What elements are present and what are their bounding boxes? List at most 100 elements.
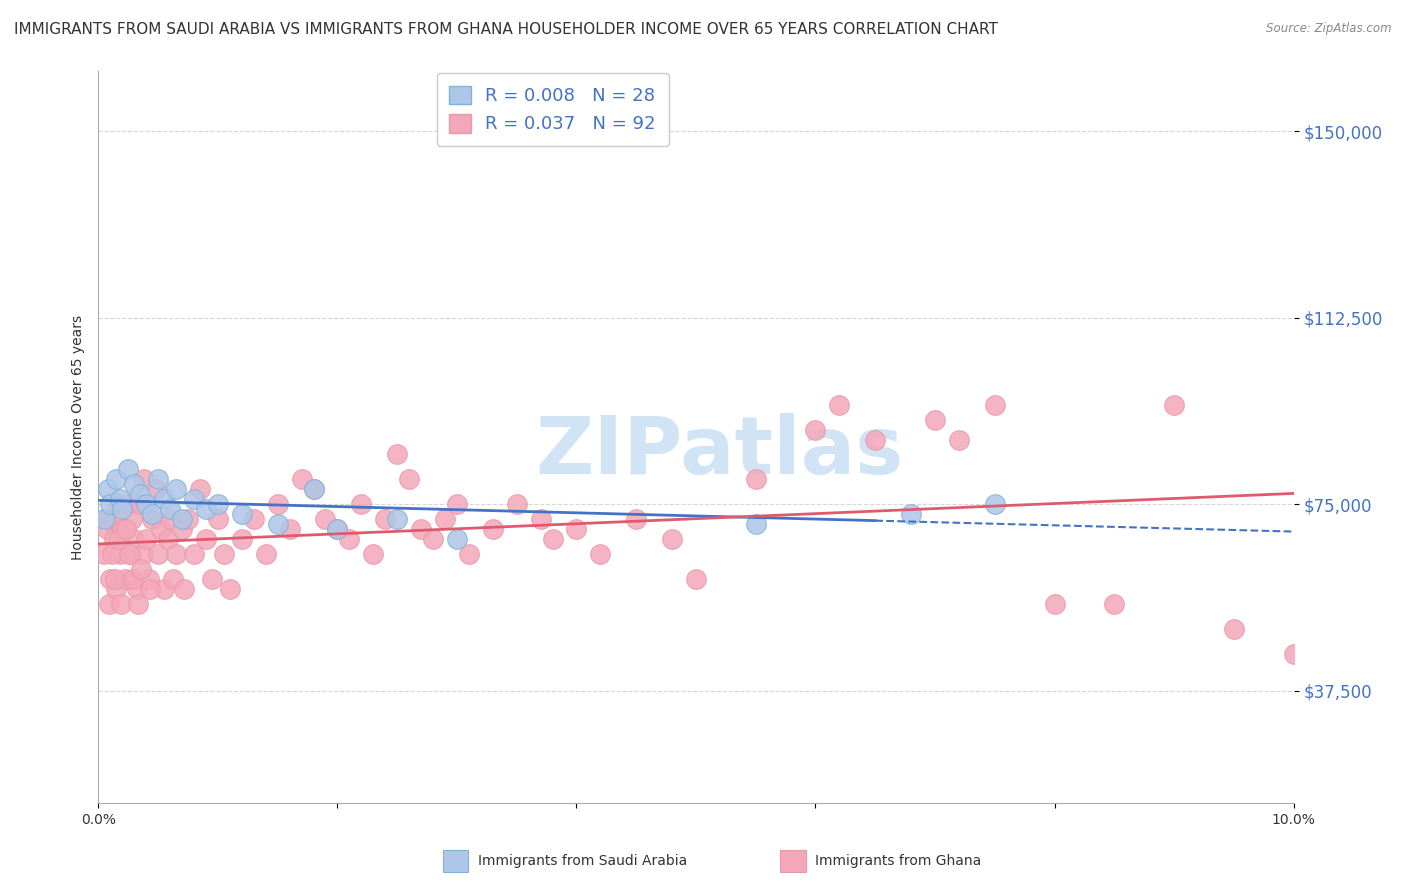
Point xyxy=(93,547,115,561)
Text: Immigrants from Saudi Arabia: Immigrants from Saudi Arabia xyxy=(478,854,688,868)
Point xyxy=(121,512,143,526)
Text: ZIPatlas: ZIPatlas xyxy=(536,413,904,491)
FancyBboxPatch shape xyxy=(443,850,468,872)
Point xyxy=(1043,597,1066,611)
Point xyxy=(1163,398,1185,412)
Point xyxy=(139,582,162,596)
Point xyxy=(172,522,194,536)
Point xyxy=(422,532,444,546)
Point xyxy=(188,483,211,497)
Point xyxy=(156,532,179,546)
Point xyxy=(108,547,131,561)
Point xyxy=(149,522,172,536)
Point xyxy=(745,472,768,486)
Point xyxy=(212,547,235,561)
Point xyxy=(458,547,481,561)
Point xyxy=(100,547,122,561)
Point xyxy=(148,472,170,486)
Point xyxy=(1223,622,1246,636)
Point xyxy=(135,532,157,546)
Point xyxy=(201,572,224,586)
Point xyxy=(565,522,588,536)
Point xyxy=(122,572,145,586)
Point xyxy=(153,582,176,596)
Point xyxy=(98,597,121,611)
Point xyxy=(948,433,970,447)
Point xyxy=(104,572,127,586)
Point xyxy=(804,423,827,437)
Point xyxy=(118,547,141,561)
Point xyxy=(219,582,242,596)
Point xyxy=(828,398,851,412)
Point xyxy=(243,512,266,526)
Point xyxy=(1104,597,1126,611)
Point xyxy=(101,512,124,526)
Point xyxy=(148,547,170,561)
Point xyxy=(94,512,117,526)
Text: Immigrants from Ghana: Immigrants from Ghana xyxy=(815,854,981,868)
Point xyxy=(98,497,122,511)
Point xyxy=(661,532,683,546)
Point xyxy=(177,512,200,526)
Point xyxy=(291,472,314,486)
Point xyxy=(135,497,157,511)
Point xyxy=(141,507,163,521)
Point xyxy=(120,547,142,561)
Point xyxy=(231,507,253,521)
Point xyxy=(398,472,420,486)
Point xyxy=(183,547,205,561)
Point xyxy=(110,597,132,611)
Point xyxy=(363,547,385,561)
Point xyxy=(115,522,138,536)
Point xyxy=(105,472,128,486)
Point xyxy=(107,532,129,546)
Point xyxy=(132,472,155,486)
Point xyxy=(984,497,1007,511)
Point xyxy=(117,462,139,476)
Point xyxy=(129,487,152,501)
Point xyxy=(125,582,148,596)
Point xyxy=(108,492,131,507)
Point xyxy=(1282,647,1305,661)
Point xyxy=(326,522,349,536)
Point xyxy=(374,512,396,526)
Point xyxy=(127,597,149,611)
Point xyxy=(685,572,707,586)
Point xyxy=(153,492,176,507)
Point xyxy=(434,512,457,526)
Point xyxy=(103,532,125,546)
Point xyxy=(117,497,139,511)
Point xyxy=(745,517,768,532)
Point xyxy=(924,412,946,426)
Point xyxy=(111,522,134,536)
Point xyxy=(506,497,529,511)
Point xyxy=(165,483,187,497)
Point xyxy=(207,512,229,526)
Point xyxy=(326,522,349,536)
Point xyxy=(141,512,163,526)
Point xyxy=(124,532,146,546)
Point xyxy=(626,512,648,526)
Point xyxy=(530,512,553,526)
Point xyxy=(138,572,160,586)
Point xyxy=(589,547,612,561)
Point xyxy=(159,512,181,526)
Point xyxy=(446,532,468,546)
Point xyxy=(254,547,277,561)
Point xyxy=(111,502,134,516)
Point xyxy=(302,483,325,497)
Point xyxy=(129,497,152,511)
Point xyxy=(172,512,194,526)
Point xyxy=(411,522,433,536)
Point xyxy=(350,497,373,511)
Point xyxy=(984,398,1007,412)
FancyBboxPatch shape xyxy=(780,850,806,872)
Point xyxy=(207,497,229,511)
Point xyxy=(165,547,187,561)
Point xyxy=(865,433,887,447)
Y-axis label: Householder Income Over 65 years: Householder Income Over 65 years xyxy=(70,315,84,559)
Point xyxy=(446,497,468,511)
Point xyxy=(267,497,290,511)
Point xyxy=(278,522,301,536)
Point xyxy=(541,532,564,546)
